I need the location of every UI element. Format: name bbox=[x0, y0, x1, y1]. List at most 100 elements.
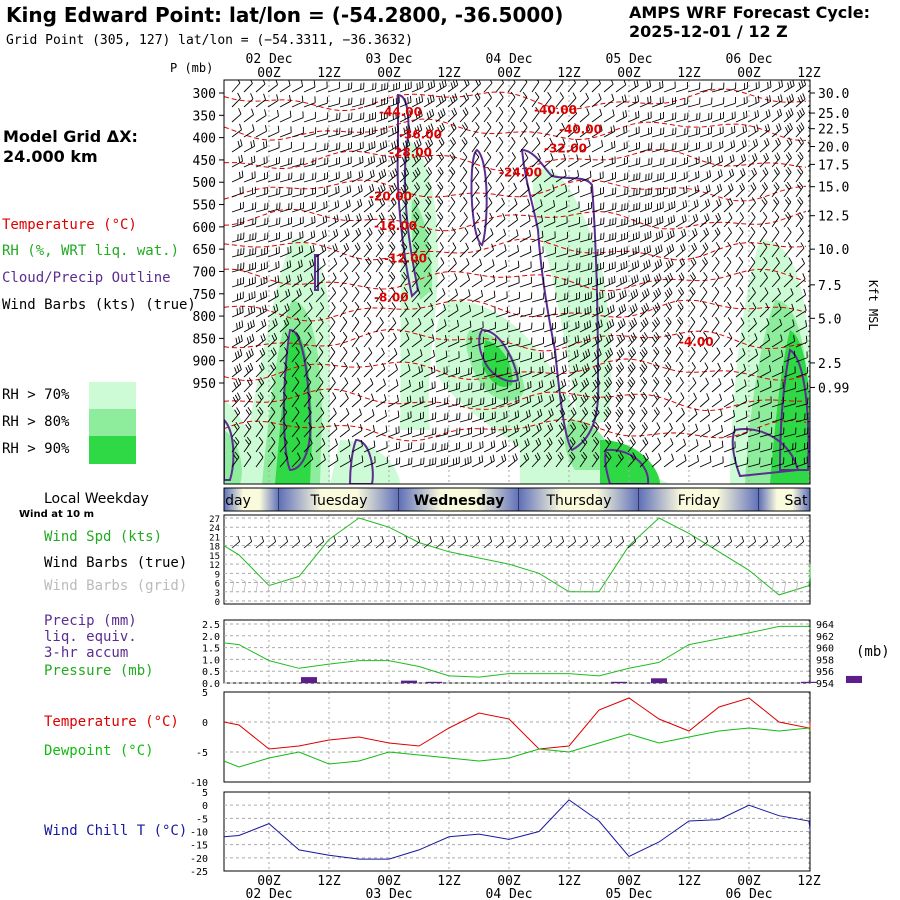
barb-feather bbox=[698, 141, 700, 149]
wind-barb bbox=[459, 336, 472, 348]
barb-staff bbox=[759, 386, 772, 393]
wind-barb bbox=[291, 332, 301, 348]
barb-staff bbox=[723, 232, 732, 243]
barb-feather bbox=[783, 457, 785, 464]
barb-feather bbox=[687, 127, 689, 134]
barb-staff bbox=[303, 541, 312, 549]
barb-feather bbox=[608, 362, 613, 369]
wind-barb bbox=[243, 392, 253, 408]
wind-barb bbox=[603, 421, 612, 438]
barb-staff bbox=[303, 458, 314, 468]
barb-staff bbox=[675, 336, 684, 348]
barb-staff bbox=[591, 192, 604, 198]
barb-feather bbox=[237, 140, 240, 148]
barb-staff bbox=[543, 174, 554, 183]
wind-barb bbox=[363, 456, 376, 468]
barb-feather bbox=[273, 332, 278, 340]
isotherm-label: -4.00 bbox=[679, 335, 714, 349]
wind-barb bbox=[543, 153, 554, 168]
barb-feather bbox=[237, 536, 241, 542]
barb-feather bbox=[722, 126, 724, 133]
wind-barb bbox=[663, 186, 676, 198]
barb-feather bbox=[408, 379, 411, 387]
barb-feather bbox=[633, 81, 637, 88]
barb-staff bbox=[303, 178, 316, 183]
barb-feather bbox=[634, 96, 637, 103]
wind-barb bbox=[291, 142, 305, 153]
barb-staff bbox=[351, 430, 363, 438]
wind-barb bbox=[771, 457, 785, 468]
barb-staff bbox=[411, 370, 423, 378]
legend-rh70-swatch bbox=[89, 382, 136, 409]
barb-feather bbox=[750, 256, 756, 263]
barb-feather bbox=[664, 291, 669, 298]
wind-barb bbox=[711, 155, 724, 168]
wind-barb bbox=[375, 227, 385, 243]
wind-barb bbox=[483, 106, 492, 123]
barb-feather bbox=[492, 383, 494, 390]
wind-barb bbox=[591, 262, 604, 273]
barb-staff bbox=[471, 373, 484, 378]
barb-feather bbox=[695, 213, 699, 221]
barb-staff bbox=[255, 208, 268, 213]
barb-feather bbox=[704, 362, 709, 369]
barb-feather bbox=[321, 437, 326, 445]
barb-feather bbox=[743, 112, 745, 119]
wind-barb bbox=[579, 108, 590, 123]
wind-barb bbox=[423, 181, 432, 198]
wind-barb bbox=[315, 127, 329, 138]
barb-feather bbox=[243, 232, 245, 239]
wind-barb bbox=[795, 196, 804, 213]
barb-feather bbox=[617, 409, 622, 415]
barb-staff bbox=[483, 82, 493, 93]
barb-feather bbox=[235, 422, 240, 428]
barb-staff bbox=[651, 192, 664, 198]
wind-barb bbox=[723, 456, 736, 468]
wind-barb bbox=[231, 201, 244, 213]
wind-barb bbox=[351, 170, 364, 183]
barb-feather bbox=[584, 365, 588, 372]
barb-feather bbox=[454, 273, 458, 280]
barb-feather bbox=[715, 242, 720, 248]
barb-feather bbox=[699, 127, 701, 134]
barb-feather bbox=[463, 122, 468, 128]
isotherm-line bbox=[224, 388, 807, 412]
barb-feather bbox=[787, 166, 792, 173]
barb-staff bbox=[579, 223, 592, 228]
barb-staff bbox=[687, 88, 700, 93]
barb-feather bbox=[324, 172, 326, 180]
cloud-outline bbox=[314, 254, 319, 291]
wind-barb bbox=[243, 247, 257, 258]
wind-barb bbox=[579, 262, 593, 273]
barb-feather bbox=[488, 197, 493, 204]
barb-feather bbox=[818, 412, 822, 418]
barb-feather bbox=[262, 80, 266, 85]
barb-feather bbox=[259, 451, 264, 458]
barb-feather bbox=[403, 112, 406, 120]
barb-feather bbox=[503, 397, 505, 404]
barb-feather bbox=[338, 81, 340, 89]
barb-staff bbox=[267, 84, 278, 93]
wind-barb bbox=[327, 301, 336, 318]
barb-staff bbox=[507, 111, 516, 123]
barb-staff bbox=[291, 442, 301, 453]
barb-feather bbox=[593, 352, 598, 359]
wind-barb bbox=[735, 363, 747, 378]
barb-staff bbox=[507, 203, 518, 213]
wind-barb bbox=[543, 91, 552, 108]
barb-feather bbox=[517, 245, 520, 252]
wind-barb bbox=[519, 366, 532, 378]
barb-feather bbox=[511, 80, 516, 83]
wind-barb bbox=[615, 362, 625, 378]
barb-feather bbox=[326, 81, 328, 88]
barb-staff bbox=[315, 322, 324, 333]
barb-feather bbox=[677, 289, 683, 296]
wind-barb bbox=[435, 242, 444, 258]
wind-barb bbox=[627, 187, 641, 198]
barb-feather bbox=[391, 286, 396, 293]
barb-feather bbox=[297, 275, 300, 283]
barb-feather bbox=[361, 455, 364, 462]
barb-feather bbox=[690, 316, 696, 323]
barb-feather bbox=[632, 233, 635, 240]
barb-feather bbox=[799, 95, 804, 102]
